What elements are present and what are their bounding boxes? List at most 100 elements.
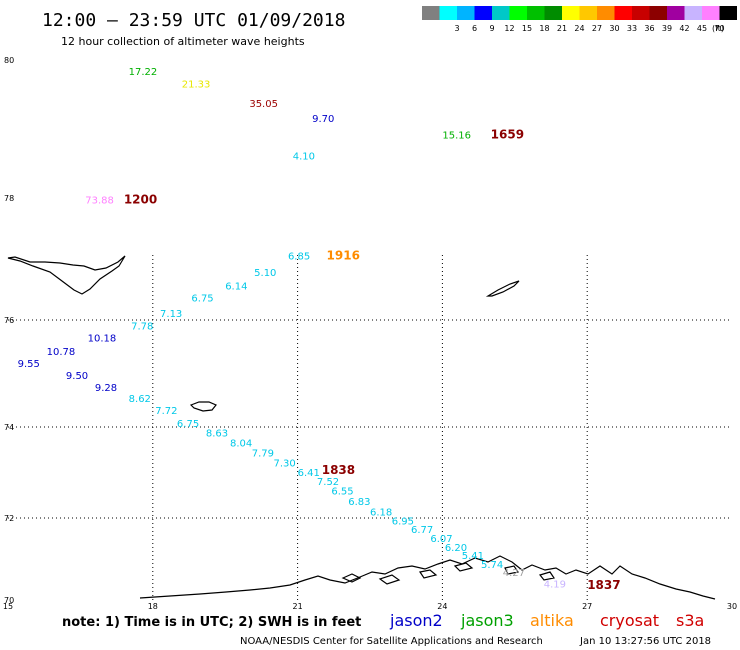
scale-tick-label: 6 xyxy=(472,24,477,33)
scale-swatch xyxy=(702,6,720,20)
wave-height-label: 9.50 xyxy=(66,371,88,382)
scale-swatch xyxy=(422,6,440,20)
svalbard-coast xyxy=(7,255,126,295)
scale-tick-label: 3 xyxy=(454,24,459,33)
lon-tick-label: 21 xyxy=(293,602,303,611)
satellite-cryosat: cryosat xyxy=(600,611,659,630)
scale-tick-label: 15 xyxy=(522,24,532,33)
wave-height-label: 7.52 xyxy=(317,477,339,488)
wave-height-label: 7.30 xyxy=(273,459,295,470)
pass-time-label: 1659 xyxy=(491,128,524,142)
scale-tick-label: 70 xyxy=(714,24,724,33)
lat-tick-label: 72 xyxy=(4,514,14,523)
scale-tick-label: 45 xyxy=(697,24,707,33)
pass-time-label: 1200 xyxy=(124,192,157,206)
scale-swatch xyxy=(509,6,527,20)
wave-height-label: 8.62 xyxy=(129,394,151,405)
wave-height-label: 6.75 xyxy=(177,419,199,430)
lon-tick-label: 30 xyxy=(727,602,737,611)
wave-height-label: 6.77 xyxy=(411,525,433,536)
wave-height-label: 10.78 xyxy=(47,347,76,358)
wave-height-label: 21.33 xyxy=(182,80,211,91)
pass-time-label: 1916 xyxy=(327,249,360,263)
scale-swatch xyxy=(579,6,597,20)
wave-height-label: 7.72 xyxy=(155,406,177,417)
wave-height-label: 6.18 xyxy=(370,507,392,518)
wave-height-label: 6.85 xyxy=(288,252,310,263)
scale-tick-label: 18 xyxy=(539,24,549,33)
footer-note: note: 1) Time is in UTC; 2) SWH is in fe… xyxy=(62,615,361,630)
wave-height-label: 6.75 xyxy=(191,294,213,305)
lon-tick-label: 27 xyxy=(582,602,592,611)
wave-height-label: 6.07 xyxy=(430,534,452,545)
scale-swatch xyxy=(684,6,702,20)
scale-swatch xyxy=(562,6,580,20)
wave-height-label: 4.27 xyxy=(503,568,525,579)
wave-height-label: 5.10 xyxy=(254,268,276,279)
satellite-jason2: jason2 xyxy=(389,611,443,630)
norway-islands xyxy=(341,562,555,585)
wave-height-label: 9.55 xyxy=(18,359,40,370)
lat-tick-label: 74 xyxy=(4,423,14,432)
scale-tick-label: 9 xyxy=(489,24,494,33)
scale-swatch xyxy=(667,6,685,20)
wave-height-label: 4.19 xyxy=(544,580,566,591)
satellite-legend: jason2 jason3 altika cryosat s3a xyxy=(389,611,704,630)
norway-coast xyxy=(139,555,716,600)
scale-tick-label: 27 xyxy=(592,24,602,33)
bear-island xyxy=(189,401,217,412)
lat-tick-label: 78 xyxy=(4,194,14,203)
map-subtitle: 12 hour collection of altimeter wave hei… xyxy=(61,35,305,48)
lon-tick-label: 18 xyxy=(148,602,158,611)
wave-height-label: 35.05 xyxy=(249,99,278,110)
wave-height-label: 9.70 xyxy=(312,114,334,125)
pass-time-label: 1838 xyxy=(322,463,355,477)
wave-height-label: 6.20 xyxy=(445,543,467,554)
scale-swatch xyxy=(439,6,457,20)
satellite-jason3: jason3 xyxy=(460,611,514,630)
lat-lon-grid xyxy=(8,255,732,600)
wave-readings: 17.22 21.33 35.05 9.70 4.10 15.16 73.88 6.85 5.1… xyxy=(18,67,566,591)
scale-swatch xyxy=(719,6,737,20)
latitude-ticks: 80 78 76 74 72 70 xyxy=(4,56,14,605)
scale-tick-label: 24 xyxy=(574,24,584,33)
scale-tick-label: 12 xyxy=(504,24,514,33)
timestamp-text: Jan 10 13:27:56 UTC 2018 xyxy=(579,636,711,647)
coastline xyxy=(7,255,716,600)
wave-height-label: 6.41 xyxy=(298,468,320,479)
scale-swatch xyxy=(527,6,545,20)
pass-time-label: 1837 xyxy=(587,578,620,592)
wave-height-label: 6.83 xyxy=(348,497,370,508)
wave-height-label: 6.55 xyxy=(331,486,353,497)
pass-times: 1200 1659 1916 1838 1837 xyxy=(124,128,621,592)
wave-height-label: 7.78 xyxy=(131,322,153,333)
hopen-island xyxy=(485,280,520,297)
wave-height-label: 8.63 xyxy=(206,429,228,440)
wave-height-label: 17.22 xyxy=(129,67,158,78)
lat-tick-label: 70 xyxy=(4,596,14,605)
wave-height-label: 6.14 xyxy=(225,282,247,293)
scale-swatch xyxy=(632,6,650,20)
map-title: 12:00 – 23:59 UTC 01/09/2018 xyxy=(42,10,345,31)
lon-tick-label: 15 xyxy=(3,602,13,611)
color-scale: 3 6 9 12 15 18 21 24 27 30 33 36 39 42 45 70 xyxy=(422,6,737,33)
longitude-ticks: 15 18 21 24 27 30 xyxy=(3,602,737,611)
wave-height-label: 5.41 xyxy=(462,551,484,562)
scale-tick-label: 30 xyxy=(609,24,619,33)
satellite-s3a: s3a xyxy=(676,611,704,630)
wave-height-label: 9.28 xyxy=(95,383,117,394)
wave-height-label: 7.79 xyxy=(252,449,274,460)
scale-swatch xyxy=(474,6,492,20)
wave-height-label: 4.10 xyxy=(293,151,315,162)
scale-tick-label: 36 xyxy=(644,24,654,33)
wave-height-label: 7.13 xyxy=(160,309,182,320)
wave-height-label: 8.04 xyxy=(230,439,252,450)
wave-height-label: 6.95 xyxy=(392,517,414,528)
wave-height-label: 15.16 xyxy=(442,131,471,142)
scale-tick-label: 33 xyxy=(627,24,637,33)
scale-swatch xyxy=(492,6,510,20)
lat-tick-label: 76 xyxy=(4,316,14,325)
wave-height-label: 73.88 xyxy=(85,195,114,206)
scale-swatch xyxy=(544,6,562,20)
